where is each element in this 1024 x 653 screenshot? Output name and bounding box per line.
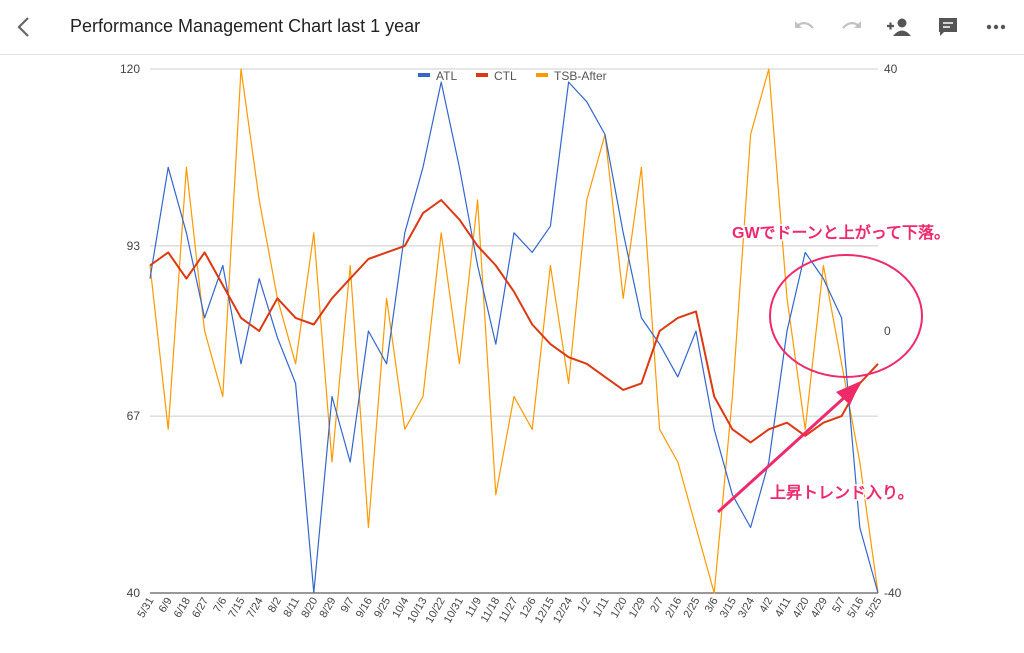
x-tick-label: 4/11 (773, 596, 794, 620)
legend-label: TSB-After (554, 69, 607, 83)
person-add-icon (887, 18, 911, 36)
x-tick-label: 6/18 (172, 596, 193, 621)
annotation-trend: 上昇トレンド入り。 (770, 484, 914, 502)
x-tick-label: 2/25 (681, 596, 702, 621)
x-tick-label: 1/29 (627, 596, 648, 621)
y-left-tick-label: 120 (120, 62, 140, 76)
redo-button[interactable] (838, 14, 866, 40)
y-left-tick-label: 67 (127, 409, 141, 423)
page-title: Performance Management Chart last 1 year (70, 16, 421, 36)
x-tick-label: 7/24 (245, 596, 266, 621)
y-right-tick-label: 0 (884, 324, 891, 338)
x-tick-label: 7/15 (226, 596, 247, 621)
x-tick-label: 8/29 (317, 596, 338, 621)
legend-label: CTL (494, 69, 517, 83)
x-tick-label: 3/24 (736, 596, 757, 621)
more-horizontal-icon (986, 24, 1006, 30)
annotation-gw: GWでドーンと上がって下落。 (732, 223, 950, 242)
x-tick-label: 12/24 (551, 596, 575, 626)
legend-label: ATL (436, 69, 457, 83)
y-right-tick-label: -40 (884, 586, 902, 600)
legend-item: ATL (418, 69, 457, 83)
x-tick-label: 8/11 (282, 596, 303, 620)
legend-swatch (418, 73, 430, 77)
series-line-ctl (149, 199, 879, 444)
legend-swatch (476, 73, 488, 77)
series-line-tsbafter (149, 68, 879, 594)
undo-button[interactable] (790, 14, 818, 40)
x-tick-label: 1/11 (591, 596, 612, 620)
y-right-tick-label: 40 (884, 62, 898, 76)
comment-button[interactable] (934, 14, 962, 40)
x-tick-label: 5/16 (845, 596, 866, 621)
x-tick-label: 11/27 (497, 596, 521, 625)
chevron-left-icon (17, 17, 29, 37)
y-left-tick-label: 93 (127, 239, 141, 253)
x-tick-label: 8/20 (299, 596, 320, 621)
x-tick-label: 1/20 (609, 596, 630, 621)
x-tick-label: 10/31 (442, 596, 466, 626)
share-button[interactable] (885, 14, 913, 40)
x-tick-label: 4/20 (791, 596, 812, 621)
x-tick-label: 5/25 (863, 596, 884, 621)
redo-icon (842, 21, 861, 29)
x-tick-label: 9/16 (354, 596, 375, 621)
legend-swatch (536, 73, 548, 77)
x-tick-label: 6/27 (190, 596, 211, 621)
annotation-arrow-shaft (716, 394, 848, 514)
legend-item: CTL (476, 69, 517, 83)
app-header: Performance Management Chart last 1 year (0, 0, 1024, 55)
annotation-ellipse (769, 254, 923, 378)
x-tick-label: 2/16 (663, 596, 684, 621)
x-tick-label: 3/15 (718, 596, 739, 621)
annotation-arrow-head (836, 381, 861, 405)
series-line-atl (149, 81, 879, 594)
comment-icon (939, 18, 957, 36)
undo-icon (795, 21, 814, 29)
more-button[interactable] (982, 14, 1010, 40)
y-left-tick-label: 40 (127, 586, 141, 600)
legend-item: TSB-After (536, 69, 607, 83)
chart-area: 120 93 67 40 40 0 -40 5/31 6/9 6/18 6/27 7/6 7/15 7/2… (0, 55, 1024, 648)
x-tick-label: 4/29 (809, 596, 830, 621)
x-tick-label: 9/25 (372, 596, 393, 621)
back-button[interactable] (12, 14, 38, 40)
